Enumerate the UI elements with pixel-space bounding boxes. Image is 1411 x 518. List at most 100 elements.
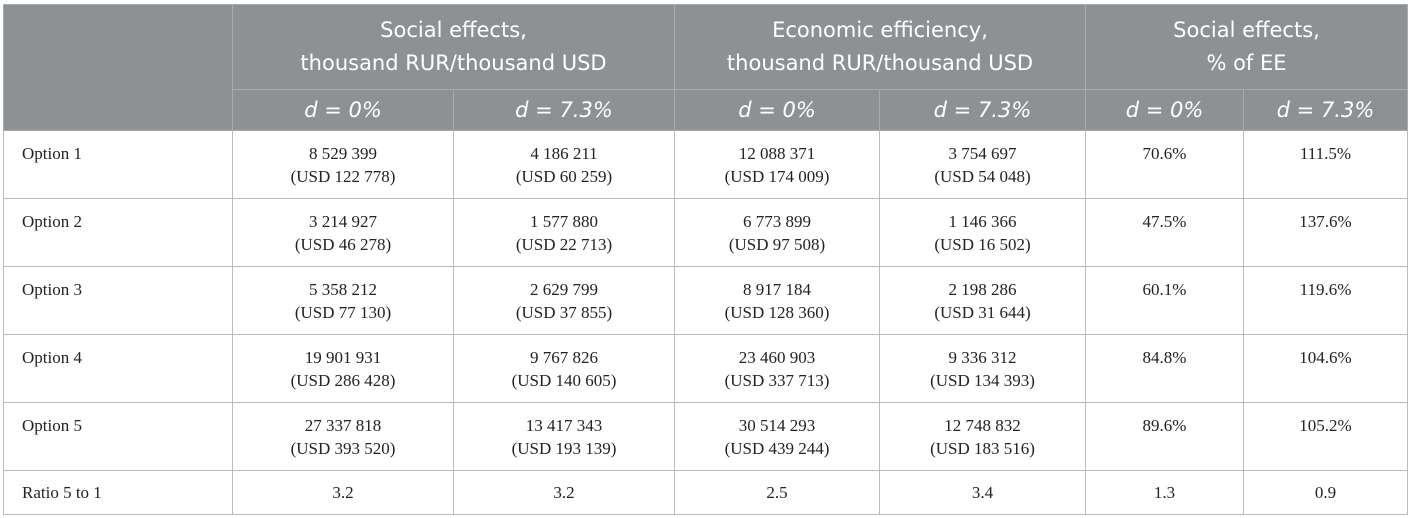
table-row: Option 1 8 529 399 (USD 122 778) 4 186 211 (… bbox=[3, 130, 1408, 199]
header-group-unit: % of EE bbox=[1206, 51, 1287, 75]
subheader-cell: d = 0% bbox=[674, 89, 880, 131]
cell-value: 137.6% bbox=[1299, 212, 1352, 231]
table-cell: 89.6% bbox=[1085, 402, 1244, 471]
cell-value: 19 901 931 bbox=[304, 348, 382, 367]
table-cell: 137.6% bbox=[1243, 198, 1408, 267]
header-group-social-effects: Social effects, thousand RUR/thousand US… bbox=[232, 4, 675, 90]
cell-usd-value: (USD 60 259) bbox=[515, 167, 613, 186]
header-row-discount: d = 0% d = 7.3% d = 0% d = 7.3% d = 0% d… bbox=[4, 89, 1408, 131]
table-cell: 3 214 927 (USD 46 278) bbox=[232, 198, 454, 267]
table-cell: 12 088 371 (USD 174 009) bbox=[674, 130, 880, 199]
cell-usd-value: (USD 286 428) bbox=[290, 371, 396, 390]
table-cell: 6 773 899 (USD 97 508) bbox=[674, 198, 880, 267]
cell-usd-value: (USD 46 278) bbox=[294, 235, 392, 254]
table-cell: 27 337 818 (USD 393 520) bbox=[232, 402, 454, 471]
cell-usd-value: (USD 97 508) bbox=[728, 235, 826, 254]
table-cell: 5 358 212 (USD 77 130) bbox=[232, 266, 454, 335]
cell-usd-value: (USD 22 713) bbox=[515, 235, 613, 254]
cell-usd-value: (USD 122 778) bbox=[290, 167, 396, 186]
row-label: Option 5 bbox=[3, 402, 233, 471]
ratio-cell: 1.3 bbox=[1085, 470, 1244, 515]
cell-value: 84.8% bbox=[1142, 348, 1187, 367]
table-cell: 105.2% bbox=[1243, 402, 1408, 471]
table-container: Social effects, thousand RUR/thousand US… bbox=[3, 4, 1408, 515]
cell-value: 13 417 343 bbox=[525, 416, 603, 435]
table-cell: 23 460 903 (USD 337 713) bbox=[674, 334, 880, 403]
cell-value: 6 773 899 bbox=[743, 212, 811, 231]
table-cell: 13 417 343 (USD 193 139) bbox=[453, 402, 675, 471]
cell-usd-value: (USD 439 244) bbox=[724, 439, 830, 458]
cell-value: 5 358 212 bbox=[309, 280, 377, 299]
header-group-title: Social effects, bbox=[1173, 18, 1320, 42]
effects-table: Social effects, thousand RUR/thousand US… bbox=[3, 4, 1408, 515]
cell-value: 111.5% bbox=[1299, 144, 1352, 163]
table-cell: 2 629 799 (USD 37 855) bbox=[453, 266, 675, 335]
cell-value: 3 754 697 bbox=[948, 144, 1017, 163]
header-group-economic-efficiency: Economic efficiency, thousand RUR/thousa… bbox=[674, 4, 1086, 90]
table-cell: 1 146 366 (USD 16 502) bbox=[879, 198, 1086, 267]
table-cell: 70.6% bbox=[1085, 130, 1244, 199]
header-group-social-effects-percent: Social effects, % of EE bbox=[1085, 4, 1408, 90]
cell-usd-value: (USD 31 644) bbox=[934, 303, 1031, 322]
cell-value: 2 198 286 bbox=[948, 280, 1017, 299]
ratio-cell: 3.2 bbox=[453, 470, 675, 515]
table-cell: 3 754 697 (USD 54 048) bbox=[879, 130, 1086, 199]
header-row-groups: Social effects, thousand RUR/thousand US… bbox=[3, 4, 1408, 131]
table-row: Option 3 5 358 212 (USD 77 130) 2 629 799 (U… bbox=[3, 266, 1408, 335]
row-label: Ratio 5 to 1 bbox=[3, 470, 233, 515]
table-cell: 8 529 399 (USD 122 778) bbox=[232, 130, 454, 199]
cell-usd-value: (USD 128 360) bbox=[724, 303, 830, 322]
table-cell: 19 901 931 (USD 286 428) bbox=[232, 334, 454, 403]
table-row: Option 5 27 337 818 (USD 393 520) 13 417 34… bbox=[3, 402, 1408, 471]
cell-usd-value: (USD 337 713) bbox=[724, 371, 830, 390]
cell-value: 9 767 826 bbox=[530, 348, 598, 367]
header-corner bbox=[3, 4, 233, 131]
table-cell: 8 917 184 (USD 128 360) bbox=[674, 266, 880, 335]
cell-usd-value: (USD 140 605) bbox=[511, 371, 617, 390]
row-label: Option 4 bbox=[3, 334, 233, 403]
cell-value: 47.5% bbox=[1142, 212, 1187, 231]
table-cell: 9 336 312 (USD 134 393) bbox=[879, 334, 1086, 403]
row-label: Option 3 bbox=[3, 266, 233, 335]
cell-usd-value: (USD 134 393) bbox=[930, 371, 1035, 390]
ratio-cell: 0.9 bbox=[1243, 470, 1408, 515]
subheader-cell: d = 7.3% bbox=[453, 89, 675, 131]
cell-usd-value: (USD 16 502) bbox=[934, 235, 1031, 254]
cell-value: 23 460 903 bbox=[738, 348, 816, 367]
header-group-unit: thousand RUR/thousand USD bbox=[726, 51, 1034, 75]
ratio-row: Ratio 5 to 1 3.2 3.2 2.5 3.4 1.3 0.9 bbox=[3, 470, 1408, 515]
cell-value: 70.6% bbox=[1142, 144, 1187, 163]
cell-value: 1 146 366 bbox=[948, 212, 1017, 231]
subheader-cell: d = 0% bbox=[1085, 89, 1244, 131]
table-cell: 119.6% bbox=[1243, 266, 1408, 335]
table-cell: 60.1% bbox=[1085, 266, 1244, 335]
table-cell: 1 577 880 (USD 22 713) bbox=[453, 198, 675, 267]
cell-value: 4 186 211 bbox=[530, 144, 598, 163]
cell-usd-value: (USD 77 130) bbox=[294, 303, 392, 322]
cell-value: 104.6% bbox=[1299, 348, 1352, 367]
cell-usd-value: (USD 54 048) bbox=[934, 167, 1031, 186]
cell-value: 12 748 832 bbox=[944, 416, 1021, 435]
table-cell: 47.5% bbox=[1085, 198, 1244, 267]
subheader-cell: d = 7.3% bbox=[879, 89, 1086, 131]
table-cell: 84.8% bbox=[1085, 334, 1244, 403]
cell-value: 105.2% bbox=[1299, 416, 1352, 435]
cell-value: 27 337 818 bbox=[304, 416, 382, 435]
cell-value: 60.1% bbox=[1142, 280, 1187, 299]
cell-value: 119.6% bbox=[1299, 280, 1352, 299]
ratio-cell: 3.4 bbox=[879, 470, 1086, 515]
row-label: Option 1 bbox=[3, 130, 233, 199]
cell-value: 3 214 927 bbox=[309, 212, 377, 231]
cell-value: 8 529 399 bbox=[309, 144, 377, 163]
ratio-cell: 2.5 bbox=[674, 470, 880, 515]
cell-usd-value: (USD 193 139) bbox=[511, 439, 617, 458]
cell-value: 12 088 371 bbox=[738, 144, 816, 163]
table-row: Option 2 3 214 927 (USD 46 278) 1 577 880 (U… bbox=[3, 198, 1408, 267]
cell-usd-value: (USD 37 855) bbox=[515, 303, 613, 322]
table-cell: 30 514 293 (USD 439 244) bbox=[674, 402, 880, 471]
cell-value: 30 514 293 bbox=[738, 416, 816, 435]
cell-value: 8 917 184 bbox=[743, 280, 811, 299]
ratio-cell: 3.2 bbox=[232, 470, 454, 515]
subheader-cell: d = 7.3% bbox=[1243, 89, 1408, 131]
cell-value: 2 629 799 bbox=[530, 280, 598, 299]
